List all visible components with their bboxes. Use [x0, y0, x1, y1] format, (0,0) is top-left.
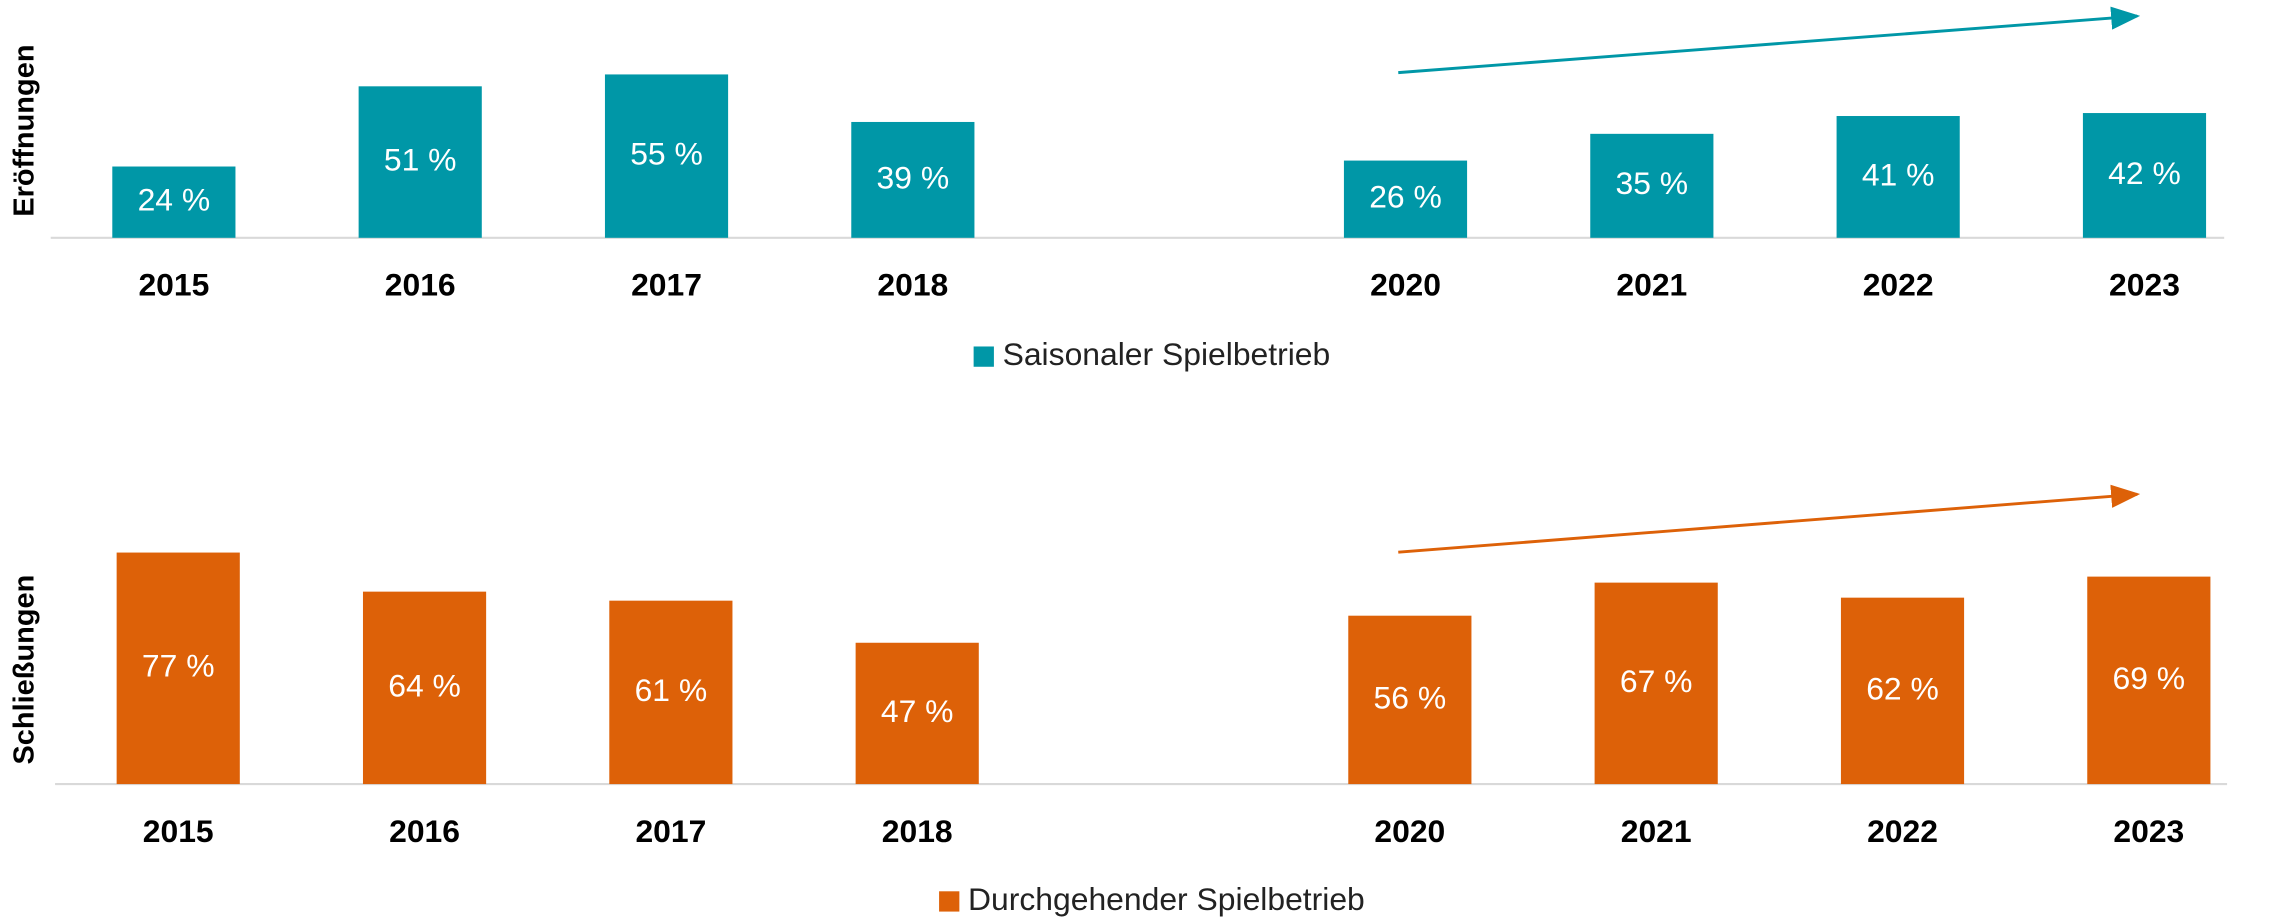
bar — [2087, 576, 2211, 785]
bar — [362, 591, 487, 785]
value-label: 69 % — [2113, 660, 2186, 696]
bar — [855, 642, 979, 785]
bar — [604, 74, 729, 238]
value-label: 39 % — [877, 159, 950, 195]
x-tick-label: 2023 — [2113, 813, 2184, 849]
bar — [2082, 113, 2207, 238]
x-tick-label: 2022 — [1867, 813, 1938, 849]
legend-label: Saisonaler Spielbetrieb — [1003, 336, 1331, 372]
value-label: 35 % — [1616, 165, 1689, 201]
legend-swatch — [973, 346, 994, 367]
x-tick-label: 2020 — [1370, 266, 1441, 302]
x-tick-label: 2021 — [1616, 266, 1687, 302]
value-label: 51 % — [384, 141, 457, 177]
x-tick-label: 2018 — [882, 813, 953, 849]
value-label: 56 % — [1374, 679, 1447, 715]
x-tick-label: 2018 — [877, 266, 948, 302]
bar — [1594, 582, 1718, 785]
value-label: 62 % — [1866, 670, 1939, 706]
x-tick-label: 2023 — [2109, 266, 2180, 302]
bar — [609, 600, 733, 785]
value-label: 42 % — [2108, 155, 2181, 191]
x-tick-label: 2015 — [143, 813, 214, 849]
value-label: 67 % — [1620, 663, 1693, 699]
y-axis-label: Eröffnungen — [9, 44, 41, 216]
legend-swatch — [939, 891, 960, 912]
bar — [358, 86, 482, 238]
x-tick-label: 2016 — [389, 813, 460, 849]
bar — [851, 121, 975, 238]
trend-arrow — [1398, 484, 2141, 554]
bar — [112, 166, 236, 238]
x-tick-label: 2017 — [635, 813, 706, 849]
x-tick-label: 2015 — [138, 266, 209, 302]
x-tick-label: 2020 — [1374, 813, 1445, 849]
value-label: 26 % — [1369, 179, 1442, 215]
value-label: 41 % — [1862, 156, 1935, 192]
value-label: 77 % — [142, 648, 215, 684]
value-label: 55 % — [630, 136, 703, 172]
bar — [1590, 133, 1714, 238]
x-tick-label: 2022 — [1863, 266, 1934, 302]
bar — [1840, 597, 1965, 785]
bar — [1836, 116, 1960, 238]
value-label: 64 % — [388, 667, 461, 703]
value-label: 24 % — [138, 182, 211, 218]
x-tick-label: 2021 — [1621, 813, 1692, 849]
value-label: 47 % — [881, 693, 954, 729]
trend-arrow — [1398, 6, 2141, 75]
bar — [1343, 160, 1468, 238]
x-tick-label: 2016 — [385, 266, 456, 302]
bar — [1348, 615, 1472, 785]
value-label: 61 % — [635, 672, 708, 708]
y-axis-label: Schließungen — [9, 575, 41, 765]
x-tick-label: 2017 — [631, 266, 702, 302]
legend-label: Durchgehender Spielbetrieb — [968, 881, 1365, 917]
bar — [116, 552, 240, 785]
